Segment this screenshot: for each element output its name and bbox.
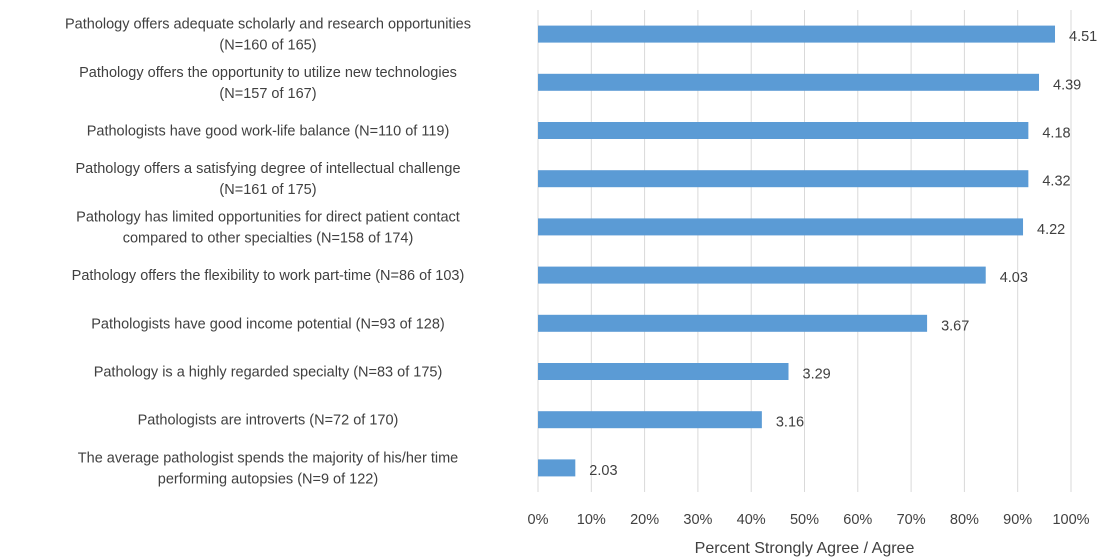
category-label: Pathologists are introverts (N=72 of 170… [138,413,399,429]
x-tick-label: 10% [577,512,606,528]
bars [538,25,1056,477]
data-labels: 4.51 4.39 4.18 4.32 4.22 4.03 3.67 3.29 3.16 2.03 [589,29,1097,479]
x-tick-label: 0% [528,512,549,528]
x-tick-label: 30% [683,512,712,528]
x-tick-label: 100% [1052,512,1089,528]
bar [538,459,576,477]
category-label: Pathology offers the opportunity to util… [79,65,457,102]
category-labels: Pathology offers adequate scholarly and … [65,17,471,488]
data-label: 4.22 [1037,222,1065,238]
category-label: Pathology is a highly regarded specialty… [94,365,443,381]
bar [538,314,928,332]
bar [538,411,762,429]
bar [538,122,1029,139]
category-label: Pathology offers the flexibility to work… [72,268,465,284]
bar [538,218,1024,236]
bar [538,170,1029,188]
data-label: 4.51 [1069,29,1097,45]
x-tick-label: 90% [1003,512,1032,528]
category-label: Pathology offers adequate scholarly and … [65,17,471,54]
x-tick-label: 20% [630,512,659,528]
bar [538,25,1056,43]
data-label: 4.32 [1042,174,1070,190]
x-tick-label: 40% [737,512,766,528]
data-label: 3.29 [803,367,831,383]
x-tick-label: 70% [897,512,926,528]
x-tick-label: 50% [790,512,819,528]
data-label: 2.03 [589,463,617,479]
data-label: 4.39 [1053,77,1081,93]
category-label: Pathology has limited opportunities for … [76,209,460,246]
data-label: 3.67 [941,318,969,334]
data-label: 3.16 [776,415,804,431]
bar [538,73,1040,91]
category-label: Pathologists have good work-life balance… [87,124,450,140]
data-label: 4.18 [1042,126,1070,142]
x-tick-label: 80% [950,512,979,528]
x-axis-title: Percent Strongly Agree / Agree [695,540,915,557]
x-tick-labels: 0% 10% 20% 30% 40% 50% 60% 70% 80% 90% 100% [528,512,1090,528]
category-label: Pathology offers a satisfying degree of … [75,161,460,198]
x-tick-label: 60% [843,512,872,528]
category-label: Pathologists have good income potential … [91,316,444,332]
data-label: 4.03 [1000,270,1028,286]
bar [538,363,789,380]
category-label: The average pathologist spends the major… [78,450,458,487]
bar [538,266,986,284]
